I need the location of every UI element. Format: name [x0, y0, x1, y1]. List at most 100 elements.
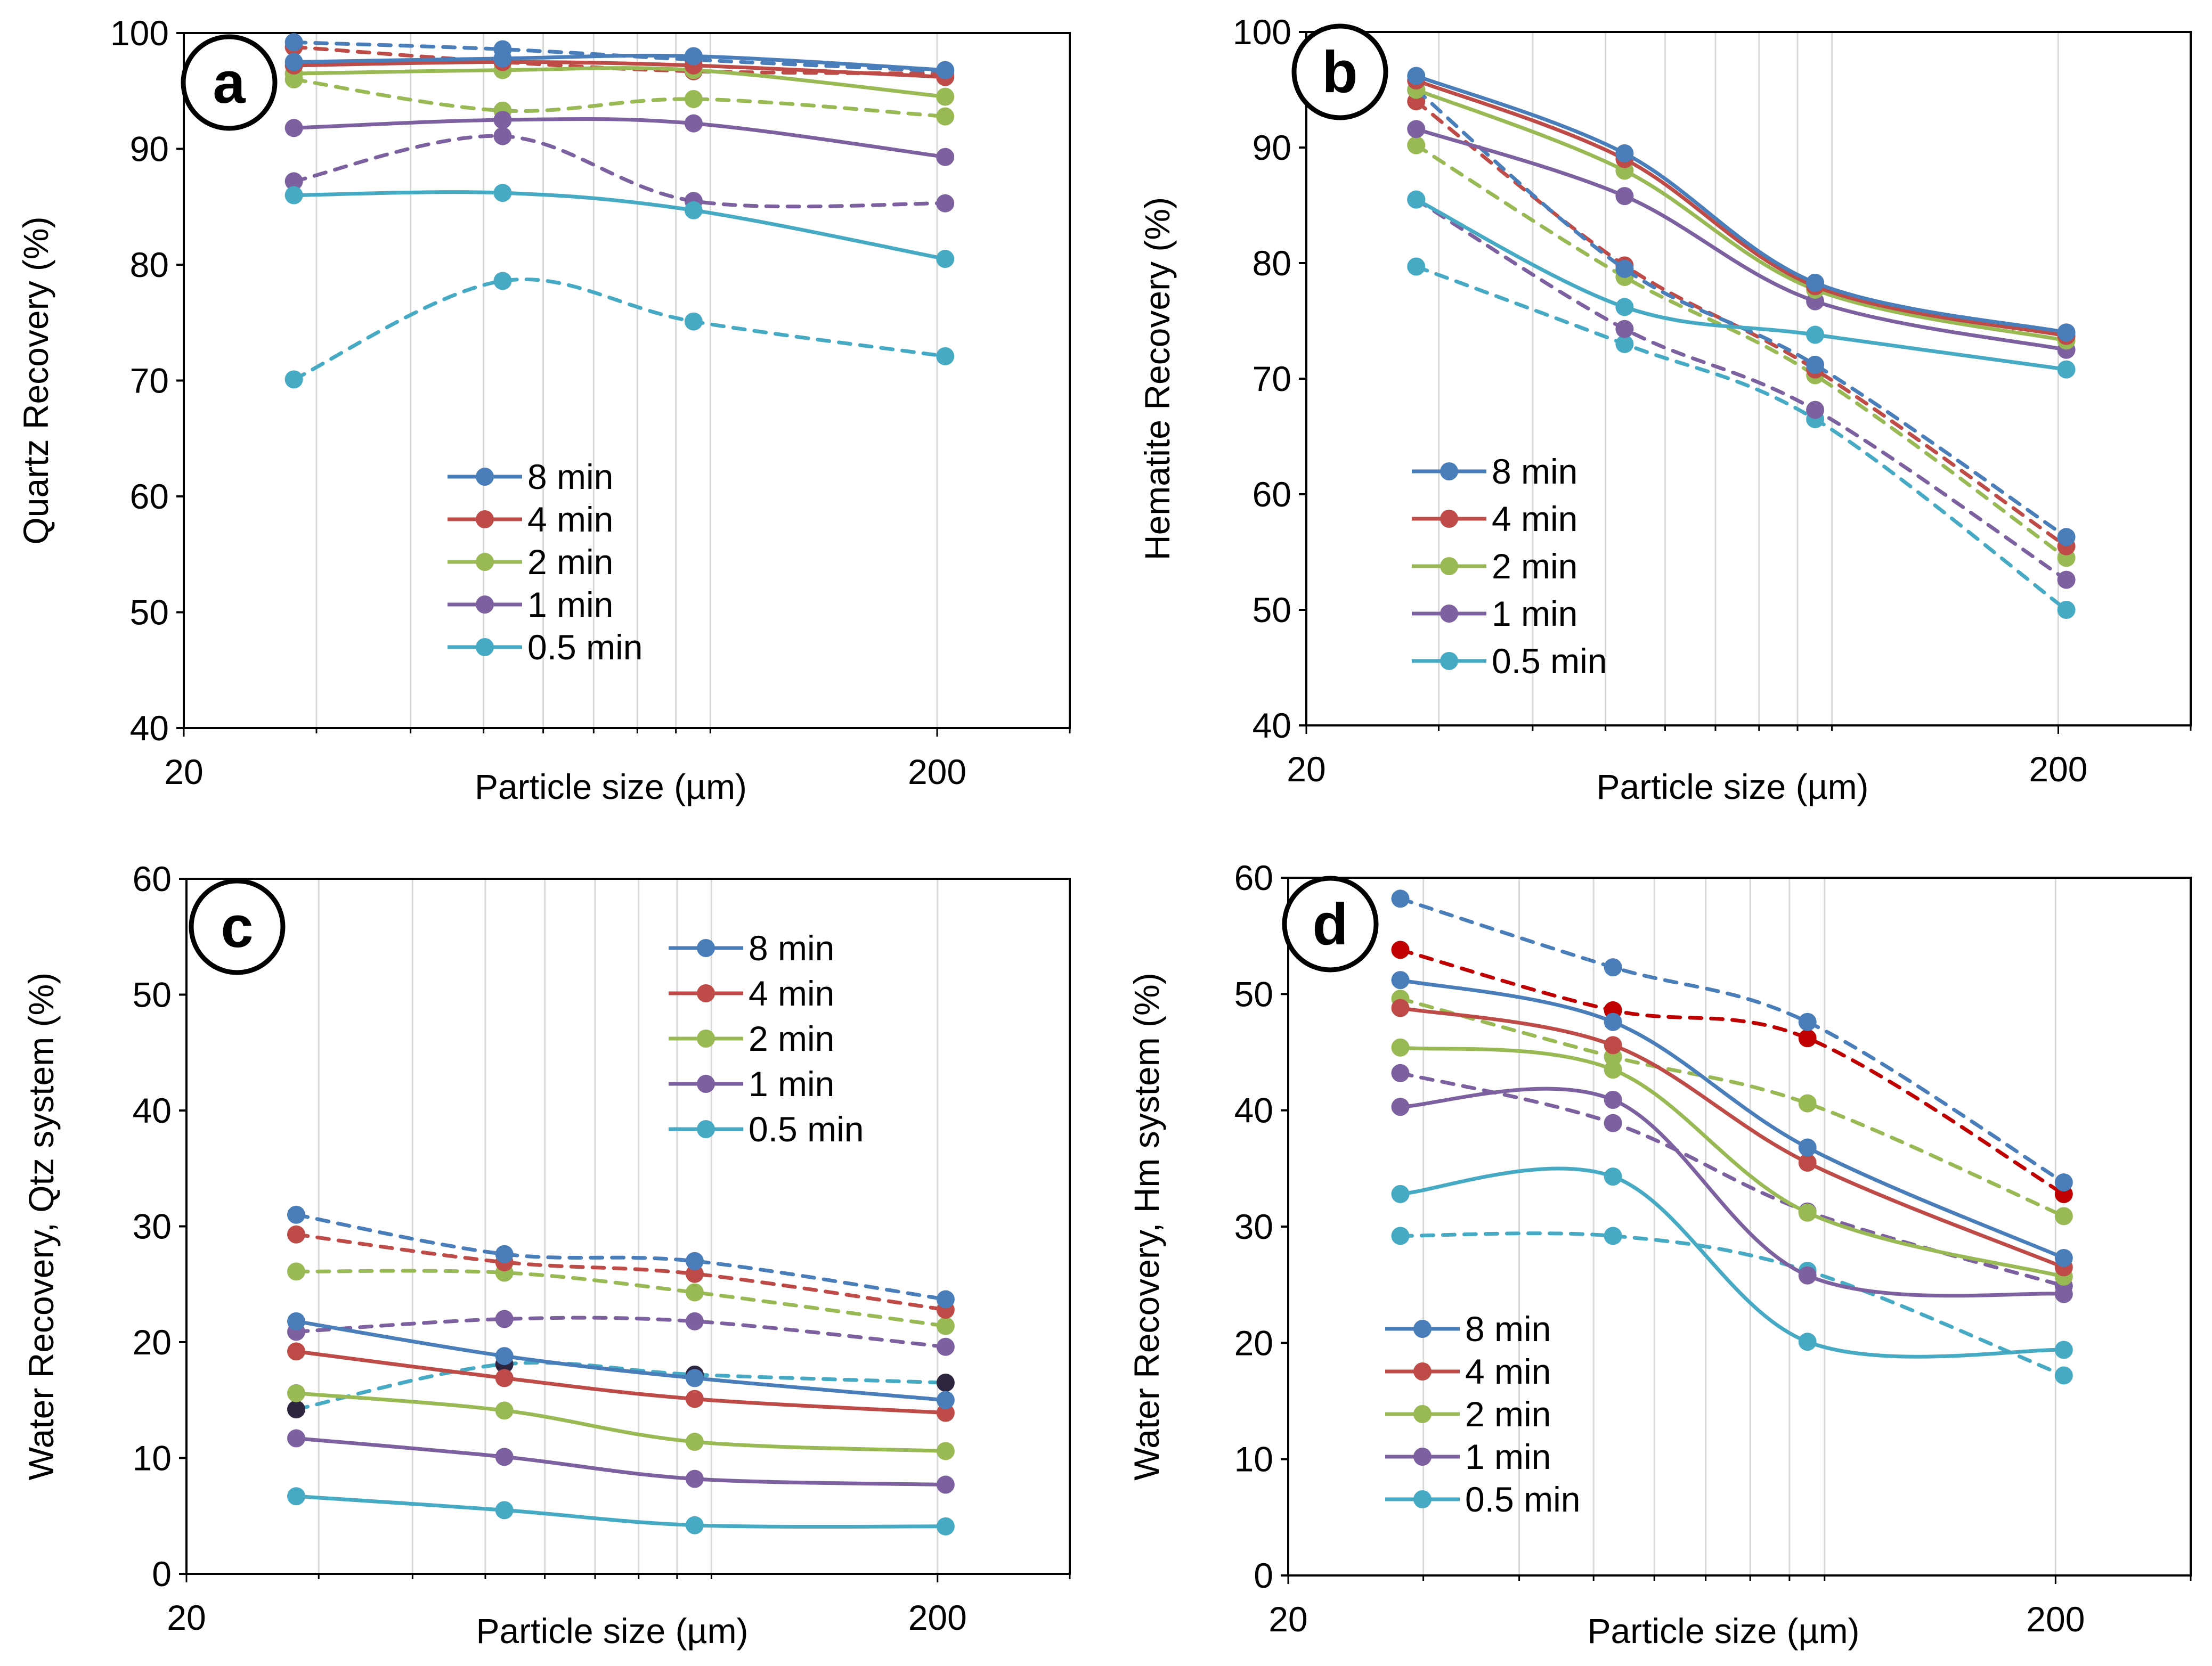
series-line [1414, 88, 2069, 342]
data-point [2054, 1285, 2073, 1303]
panel-d: 0 10 20 30 40 50 60 20 200 Particle size (µm) Wate… [1127, 858, 2192, 1651]
legend-label: 1 min [527, 585, 613, 624]
y-tick-label: 80 [130, 245, 169, 284]
series-line [292, 134, 947, 209]
legend-marker [697, 1075, 715, 1093]
panel-a: 40 50 60 70 80 90 100 20 200 Particle size (µm) Qu… [16, 13, 1071, 806]
data-point [936, 148, 955, 166]
data-point [1391, 889, 1410, 908]
x-tick-label: 20 [164, 752, 203, 791]
data-point [936, 1517, 955, 1536]
legend-label: 1 min [1492, 594, 1577, 633]
data-point [936, 1337, 955, 1356]
series-line [1414, 99, 2069, 549]
data-point [1798, 1333, 1817, 1351]
data-point [1798, 1153, 1817, 1172]
data-point [685, 1312, 704, 1330]
series-line [294, 1349, 948, 1415]
data-point [287, 1487, 306, 1506]
data-point [936, 61, 955, 79]
x-axis: 20 200 [1268, 1575, 2192, 1639]
data-point [2054, 1207, 2073, 1226]
y-tick-label: 60 [133, 859, 172, 899]
series-line [1414, 78, 2069, 338]
y-tick-label: 50 [133, 975, 172, 1015]
legend-marker [476, 595, 494, 614]
y-axis: 40 50 60 70 80 90 100 [1233, 12, 1306, 745]
panel-label-circle [1282, 876, 1379, 973]
data-point [936, 347, 955, 365]
legend-label: 2 min [1492, 546, 1577, 586]
x-tick-label: 200 [2026, 1599, 2085, 1639]
data-point [2057, 601, 2076, 619]
y-tick-label: 60 [130, 477, 169, 516]
x-tick-label: 200 [2029, 749, 2087, 789]
series-8-min-solid [287, 1312, 955, 1409]
data-point [284, 370, 303, 389]
series-2-min-dashed [287, 1262, 955, 1335]
series-line [1414, 143, 2069, 560]
y-tick-label: 60 [1234, 858, 1273, 897]
series-line [1398, 1071, 2066, 1288]
series-line [1398, 1046, 2066, 1279]
data-point [1407, 257, 1426, 276]
series-2-min-solid [287, 1384, 955, 1460]
legend-marker [1413, 1362, 1432, 1381]
data-point [936, 194, 955, 213]
series-2-min-dashed [1391, 990, 2073, 1226]
data-point [685, 1516, 704, 1534]
series-line [1398, 978, 2066, 1260]
y-tick-label: 90 [130, 129, 169, 169]
legend-label: 0.5 min [749, 1109, 864, 1149]
y-axis-title: Hematite Recovery (%) [1137, 197, 1177, 560]
series-line [292, 66, 947, 99]
data-point [1391, 1064, 1410, 1082]
data-point [284, 172, 303, 191]
data-point [1604, 1114, 1622, 1132]
x-axis: 20 200 [167, 1574, 1071, 1637]
data-point [493, 49, 512, 68]
legend-label: 2 min [749, 1019, 834, 1058]
series-group [284, 33, 955, 389]
y-tick-label: 50 [130, 593, 169, 632]
legend-label: 8 min [1492, 452, 1577, 491]
series-line [1414, 198, 2069, 582]
y-axis: 0 10 20 30 40 50 60 [1234, 858, 1288, 1595]
y-tick-label: 40 [1253, 706, 1291, 745]
x-axis-title: Particle size (µm) [1596, 767, 1868, 806]
data-point [2057, 528, 2076, 546]
y-tick-label: 10 [133, 1439, 172, 1478]
data-point [287, 1225, 306, 1244]
gridlines [318, 879, 939, 1574]
x-axis-title: Particle size (µm) [476, 1611, 748, 1651]
legend-label: 8 min [527, 457, 613, 496]
data-point [684, 47, 703, 66]
series-0_5-min-dashed [1407, 257, 2076, 619]
y-tick-label: 60 [1253, 475, 1291, 514]
data-point [1615, 334, 1634, 353]
legend-marker [1440, 605, 1458, 623]
data-point [936, 1475, 955, 1494]
legend-marker [476, 468, 494, 486]
legend-label: 1 min [1465, 1437, 1551, 1476]
gridlines [1438, 32, 2059, 725]
data-point [685, 1390, 704, 1408]
data-point [1391, 1038, 1410, 1057]
y-tick-label: 70 [130, 361, 169, 401]
series-line [1398, 1166, 2066, 1359]
y-tick-label: 40 [1234, 1091, 1273, 1130]
legend-marker [697, 1030, 715, 1048]
legend-marker [1440, 510, 1458, 528]
legend-label: 8 min [749, 928, 834, 968]
y-tick-label: 100 [1233, 12, 1291, 52]
x-axis-title: Particle size (µm) [475, 767, 747, 806]
legend-marker [1413, 1320, 1432, 1338]
x-axis: 20 200 [164, 728, 1071, 791]
data-point [685, 1264, 704, 1283]
legend-label: 4 min [749, 974, 834, 1013]
data-point [936, 107, 955, 126]
series-8-min-solid [1407, 67, 2076, 342]
legend-label: 0.5 min [527, 627, 643, 667]
legend-marker [1413, 1448, 1432, 1466]
